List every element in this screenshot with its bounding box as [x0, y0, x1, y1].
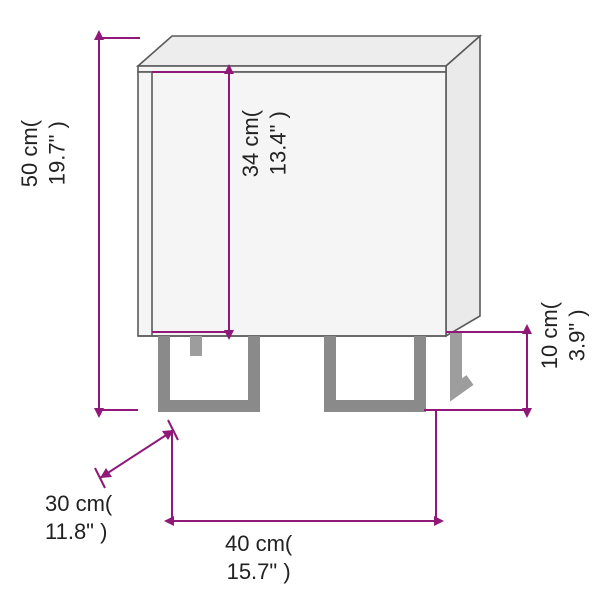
ext-line [152, 71, 230, 73]
ext-line [98, 37, 140, 39]
ext-line [424, 409, 528, 411]
label-height-door: 34 cm( 13.4" ) [237, 110, 292, 177]
label-height-leg: 10 cm( 3.9" ) [536, 302, 591, 369]
dim-line-height-door [228, 72, 230, 332]
dim-line-width [172, 520, 436, 522]
ext-line [98, 409, 138, 411]
label-depth: 30 cm( 11.8" ) [45, 490, 112, 545]
dim-line-height-total [98, 38, 100, 410]
ext-line [152, 331, 230, 333]
nightstand-drawing [138, 36, 480, 412]
label-width: 40 cm( 15.7" ) [225, 530, 292, 585]
ext-line [171, 430, 173, 522]
ext-line [435, 410, 437, 522]
dim-line-height-leg [526, 332, 528, 410]
ext-line [446, 331, 528, 333]
label-height-total: 50 cm( 19.7" ) [16, 120, 71, 187]
diagram-canvas: 50 cm( 19.7" ) 34 cm( 13.4" ) 10 cm( 3.9… [0, 0, 600, 600]
